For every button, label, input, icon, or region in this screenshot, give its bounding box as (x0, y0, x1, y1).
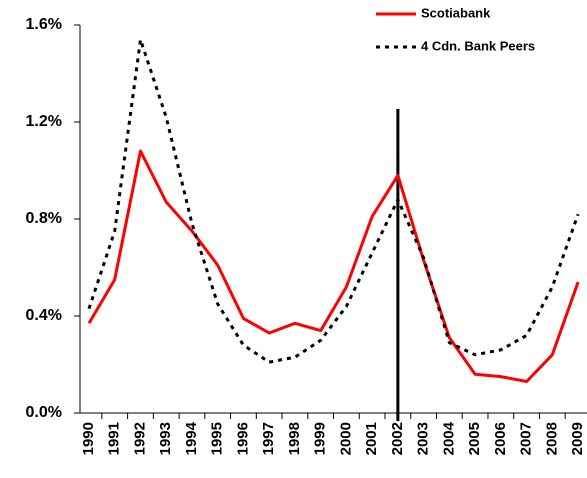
x-tick-label: 2004 (440, 421, 457, 455)
y-tick-label: 0.8% (26, 210, 62, 227)
x-tick-label: 2003 (415, 422, 432, 455)
legend-label: 4 Cdn. Bank Peers (421, 38, 535, 53)
x-tick-label: 2006 (492, 422, 509, 455)
x-tick-label: 1992 (131, 422, 148, 455)
x-tick-label: 1994 (183, 421, 200, 455)
x-tick-label: 1999 (312, 422, 329, 455)
x-tick-label: 1997 (260, 422, 277, 455)
x-tick-label: 2000 (337, 422, 354, 455)
x-tick-label: 2005 (466, 422, 483, 455)
y-tick-label: 1.6% (26, 16, 62, 33)
x-tick-label: 2001 (363, 422, 380, 455)
y-tick-label: 1.2% (26, 113, 62, 130)
x-tick-label: 2007 (518, 422, 535, 455)
x-tick-label: 1998 (286, 422, 303, 455)
x-tick-label: 2002 (389, 422, 406, 455)
series-line (87, 149, 580, 383)
x-tick-label: 1991 (106, 422, 123, 455)
x-tick-label: 1995 (209, 422, 226, 455)
x-tick-label: 2009 (569, 422, 586, 455)
x-tick-label: 1996 (234, 422, 251, 455)
x-tick-label: 1993 (157, 422, 174, 455)
series-line (87, 38, 580, 364)
x-tick-label: 2008 (543, 422, 560, 455)
y-tick-label: 0.0% (26, 404, 62, 421)
y-tick-label: 0.4% (26, 307, 62, 324)
x-tick-label: 1990 (80, 422, 97, 455)
legend-label: Scotiabank (421, 5, 491, 20)
